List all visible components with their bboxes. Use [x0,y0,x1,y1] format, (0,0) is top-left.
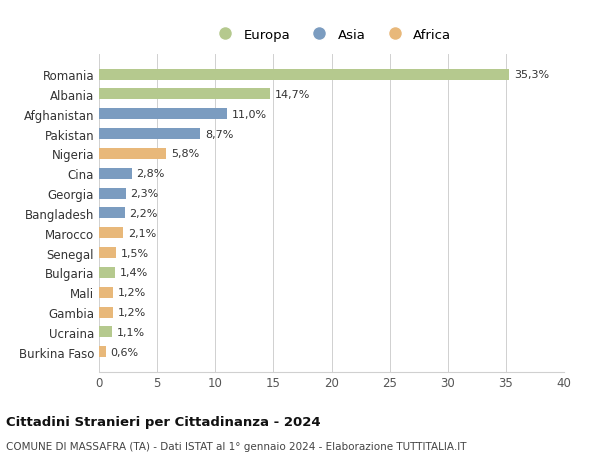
Bar [99,267,115,278]
Text: 2,2%: 2,2% [129,208,158,218]
Text: 35,3%: 35,3% [514,70,549,80]
Text: COMUNE DI MASSAFRA (TA) - Dati ISTAT al 1° gennaio 2024 - Elaborazione TUTTITALI: COMUNE DI MASSAFRA (TA) - Dati ISTAT al … [6,441,467,451]
Text: 2,1%: 2,1% [128,228,157,238]
Bar [99,208,125,219]
Text: 2,8%: 2,8% [136,169,164,179]
Legend: Europa, Asia, Africa: Europa, Asia, Africa [206,24,457,47]
Bar [99,188,126,199]
Text: 1,1%: 1,1% [116,327,145,337]
Bar [99,89,270,100]
Text: 1,2%: 1,2% [118,308,146,317]
Text: 5,8%: 5,8% [171,149,199,159]
Text: 1,4%: 1,4% [120,268,148,278]
Bar [99,109,227,120]
Text: 0,6%: 0,6% [110,347,139,357]
Text: 2,3%: 2,3% [130,189,158,199]
Bar [99,327,112,338]
Bar [99,69,509,80]
Bar [99,307,113,318]
Text: Cittadini Stranieri per Cittadinanza - 2024: Cittadini Stranieri per Cittadinanza - 2… [6,415,320,428]
Bar [99,347,106,358]
Bar [99,247,116,258]
Text: 14,7%: 14,7% [275,90,310,100]
Bar [99,149,166,160]
Bar [99,287,113,298]
Bar [99,129,200,140]
Text: 11,0%: 11,0% [232,110,266,119]
Bar [99,228,124,239]
Text: 1,2%: 1,2% [118,288,146,297]
Text: 8,7%: 8,7% [205,129,233,139]
Text: 1,5%: 1,5% [121,248,149,258]
Bar [99,168,131,179]
